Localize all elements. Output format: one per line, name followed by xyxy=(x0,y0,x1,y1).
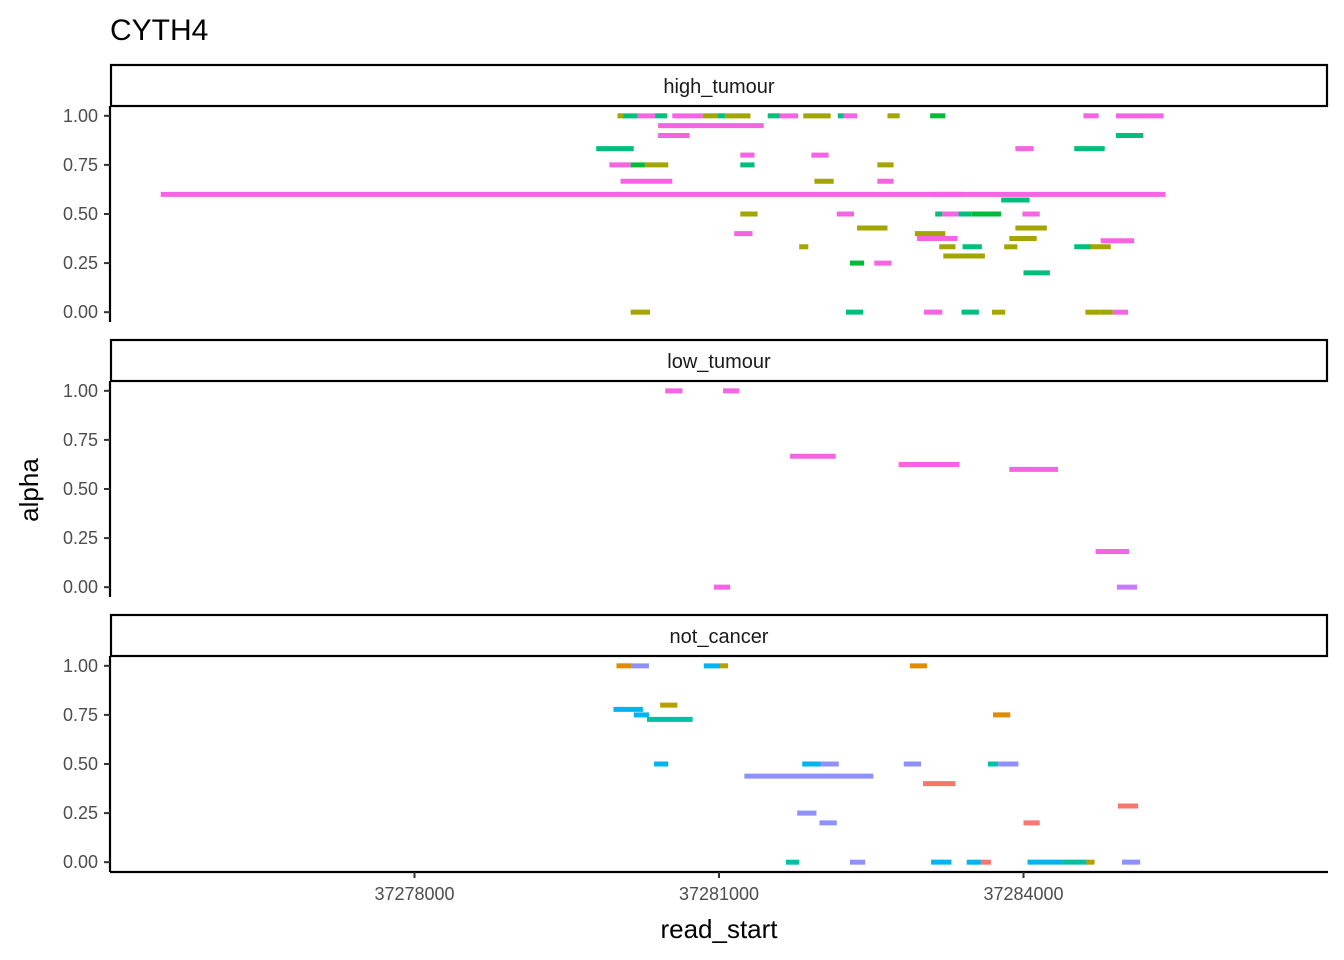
chart-title: CYTH4 xyxy=(110,14,208,47)
segments xyxy=(160,113,1166,315)
y-tick-label: 0.75 xyxy=(63,705,98,725)
segments xyxy=(665,388,1138,590)
x-axis: 37278000 37281000 37284000 xyxy=(110,870,1328,904)
y-tick-label: 0.00 xyxy=(63,577,98,597)
x-tick-label: 37284000 xyxy=(983,884,1063,904)
y-tick-label: 0.00 xyxy=(63,302,98,322)
facet-high_tumour: high_tumour 0.00 0.25 0.50 0.75 1.00 xyxy=(63,63,1329,322)
facet-strip xyxy=(109,338,1329,383)
y-tick-label: 0.25 xyxy=(63,528,98,548)
y-tick-label: 0.50 xyxy=(63,204,98,224)
facet-strip-label: not_cancer xyxy=(670,626,769,648)
facet-strip-label: low_tumour xyxy=(667,351,771,373)
y-axis-title: alpha xyxy=(14,458,44,522)
y-tick-label: 0.50 xyxy=(63,479,98,499)
x-axis-title: read_start xyxy=(660,914,778,944)
y-tick-label: 0.75 xyxy=(63,155,98,175)
facet-low_tumour: low_tumour 0.00 0.25 0.50 0.75 1.00 xyxy=(63,338,1329,597)
y-tick-label: 0.75 xyxy=(63,430,98,450)
y-tick-label: 0.25 xyxy=(63,253,98,273)
y-tick-label: 0.50 xyxy=(63,754,98,774)
facet-panels: high_tumour0.000.250.500.751.00low_tumou… xyxy=(63,63,1329,872)
facet-strip xyxy=(109,613,1329,658)
facet-strip-label: high_tumour xyxy=(663,76,775,98)
y-tick-label: 1.00 xyxy=(63,381,98,401)
x-tick-label: 37278000 xyxy=(374,884,454,904)
y-tick-label: 0.00 xyxy=(63,852,98,872)
segments xyxy=(613,663,1141,865)
facet-not_cancer: not_cancer 0.00 0.25 0.50 0.75 1.00 xyxy=(63,613,1329,872)
x-tick-label: 37281000 xyxy=(679,884,759,904)
facet-strip xyxy=(109,63,1329,108)
y-tick-label: 1.00 xyxy=(63,656,98,676)
y-tick-label: 0.25 xyxy=(63,803,98,823)
y-tick-label: 1.00 xyxy=(63,106,98,126)
